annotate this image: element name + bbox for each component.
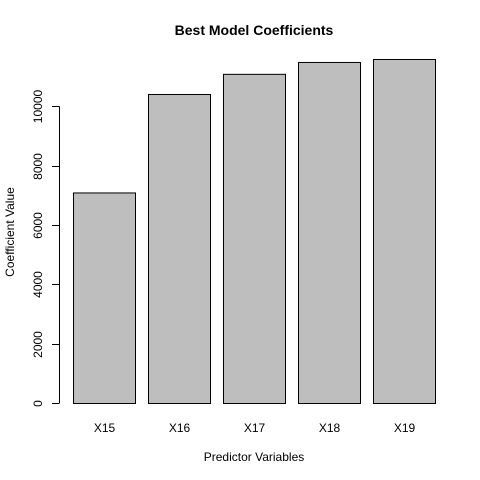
bar-x16 (148, 93, 211, 404)
y-tick-label: 4000 (31, 271, 45, 298)
x-tick-label: X17 (244, 421, 266, 435)
y-axis: 0 2000 4000 6000 8000 10000 (31, 89, 60, 407)
bar-x15 (73, 192, 136, 404)
bar-x18 (298, 61, 361, 405)
chart-title: Best Model Coefficients (175, 22, 334, 38)
y-axis-label: Coefficient Value (3, 187, 17, 277)
bar-x19 (373, 59, 436, 404)
y-tick-label: 0 (31, 400, 45, 407)
x-tick-label: X18 (319, 421, 341, 435)
bar-x17 (223, 73, 286, 405)
y-tick-label: 6000 (31, 212, 45, 239)
x-axis-label: Predictor Variables (204, 450, 305, 464)
x-axis: X15 X16 X17 X18 X19 (94, 421, 416, 435)
y-tick-label: 8000 (31, 153, 45, 180)
bars-group (73, 59, 436, 405)
x-tick-label: X15 (94, 421, 116, 435)
y-tick-label: 10000 (31, 89, 45, 123)
x-tick-label: X19 (394, 421, 416, 435)
y-tick-label: 2000 (31, 331, 45, 358)
x-tick-label: X16 (169, 421, 191, 435)
